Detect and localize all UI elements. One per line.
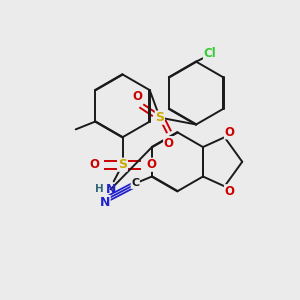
Text: S: S: [118, 158, 127, 171]
Text: N: N: [106, 183, 116, 196]
Text: O: O: [132, 91, 142, 103]
Text: O: O: [146, 158, 156, 171]
Text: N: N: [100, 196, 110, 208]
Text: S: S: [155, 111, 164, 124]
Text: C: C: [131, 178, 140, 188]
Text: O: O: [224, 126, 235, 139]
Text: H: H: [94, 184, 103, 194]
Text: Cl: Cl: [203, 47, 216, 60]
Text: O: O: [89, 158, 99, 171]
Text: O: O: [224, 185, 235, 198]
Text: O: O: [164, 136, 174, 150]
